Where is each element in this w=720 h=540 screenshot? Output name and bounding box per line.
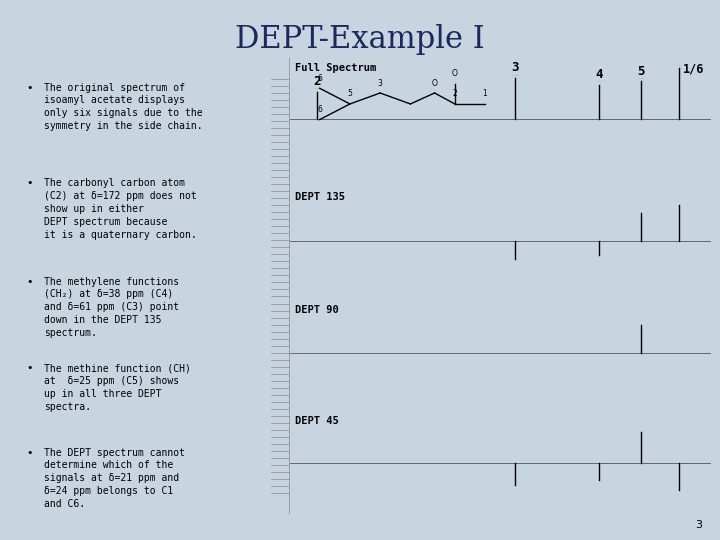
Text: 1/6: 1/6 <box>683 63 704 76</box>
Text: 5: 5 <box>637 65 645 78</box>
Text: 2: 2 <box>452 90 457 98</box>
Text: The methylene functions
(CH₂) at δ=38 ppm (C4)
and δ=61 ppm (C3) point
down in t: The methylene functions (CH₂) at δ=38 pp… <box>44 276 179 338</box>
Text: ......: ...... <box>675 63 683 68</box>
Text: •: • <box>26 276 32 287</box>
Text: Full Spectrum: Full Spectrum <box>295 63 377 73</box>
Text: ......: ...... <box>637 76 645 80</box>
Text: DEPT 90: DEPT 90 <box>295 306 339 315</box>
Text: DEPT 135: DEPT 135 <box>295 192 345 201</box>
Text: 5: 5 <box>348 90 352 98</box>
Text: O: O <box>452 69 458 78</box>
Text: 3: 3 <box>511 62 519 75</box>
Text: •: • <box>26 178 32 188</box>
Text: O: O <box>432 78 438 87</box>
Text: DEPT-Example I: DEPT-Example I <box>235 24 485 55</box>
Text: 1: 1 <box>482 90 487 98</box>
Text: 4: 4 <box>595 69 603 82</box>
Text: The DEPT spectrum cannot
determine which of the
signals at δ=21 ppm and
δ=24 ppm: The DEPT spectrum cannot determine which… <box>44 448 185 509</box>
Text: 2: 2 <box>314 75 321 89</box>
Text: •: • <box>26 448 32 458</box>
Text: The carbonyl carbon atom
(C2) at δ=172 ppm does not
show up in either
DEPT spect: The carbonyl carbon atom (C2) at δ=172 p… <box>44 178 197 240</box>
Text: •: • <box>26 363 32 373</box>
Text: ......: ...... <box>511 72 519 77</box>
Text: The methine function (CH)
at  δ=25 ppm (C5) shows
up in all three DEPT
spectra.: The methine function (CH) at δ=25 ppm (C… <box>44 363 191 411</box>
Text: ......: ...... <box>314 86 321 90</box>
Text: DEPT 45: DEPT 45 <box>295 416 339 426</box>
Text: 6: 6 <box>318 105 322 114</box>
Text: ......: ...... <box>595 79 603 84</box>
Text: •: • <box>26 83 32 93</box>
Text: 3: 3 <box>695 520 702 530</box>
Text: 3: 3 <box>378 78 382 87</box>
Text: 6: 6 <box>318 74 322 83</box>
Text: The original spectrum of
isoamyl acetate displays
only six signals due to the
sy: The original spectrum of isoamyl acetate… <box>44 83 202 131</box>
